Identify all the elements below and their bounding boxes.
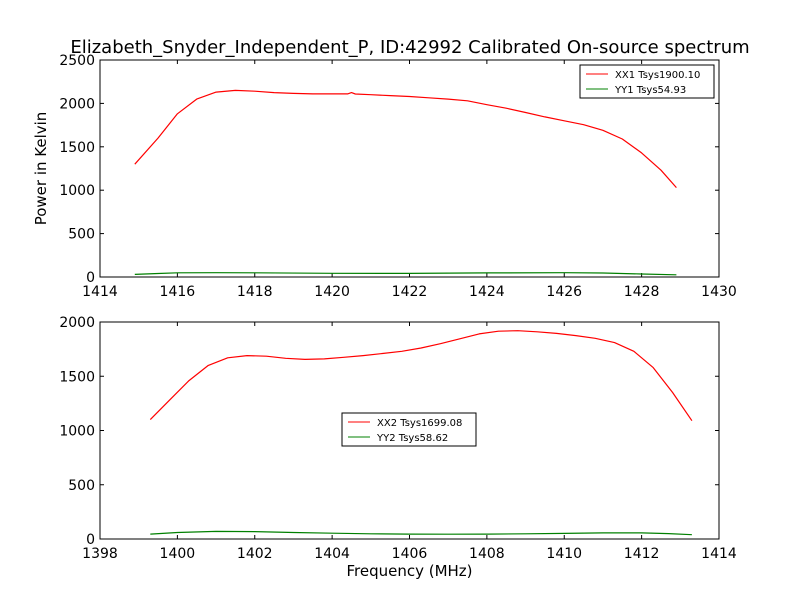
bottom-y-tick-label: 1500 <box>59 369 95 385</box>
bottom-x-tick-label: 1402 <box>237 546 273 562</box>
bottom-x-axis-label: Frequency (MHz) <box>346 562 472 580</box>
top-x-tick-label: 1430 <box>701 284 737 300</box>
bottom-legend-label-yy2: YY2 Tsys58.62 <box>376 433 448 444</box>
top-panel: 1414 1416 1418 1420 1422 1424 1426 1428 1430 0 500… <box>32 53 737 300</box>
top-y-tick-label: 500 <box>68 227 95 243</box>
bottom-panel: 1398 1400 1402 1404 1406 1408 1410 1412 1414 0 500… <box>59 315 737 580</box>
top-legend-label-yy1: YY1 Tsys54.93 <box>614 85 686 96</box>
bottom-y-tick-label: 1000 <box>59 424 95 440</box>
top-series-line-yy <box>134 272 677 276</box>
bottom-x-tick-label: 1406 <box>392 546 428 562</box>
bottom-x-tick-label: 1398 <box>82 546 118 562</box>
top-x-tick-label: 1414 <box>82 284 118 300</box>
bottom-plot-area: 1398 1400 1402 1404 1406 1408 1410 1412 1414 0 500… <box>59 315 737 562</box>
top-legend-box <box>579 64 715 99</box>
bottom-x-tick-label: 1408 <box>469 546 505 562</box>
top-y-tick-label: 0 <box>86 270 95 286</box>
bottom-legend-label-xx2: XX2 Tsys1699.08 <box>377 418 462 429</box>
top-x-tick-label: 1416 <box>160 284 196 300</box>
bottom-y-tick-label: 0 <box>86 532 95 548</box>
top-plot-area: 1414 1416 1418 1420 1422 1424 1426 1428 1430 0 500… <box>59 53 736 300</box>
bottom-series-line-xx <box>149 330 693 422</box>
figure-title: Elizabeth_Snyder_Independent_P, ID:42992… <box>70 37 749 58</box>
top-y-axis-label: Power in Kelvin <box>32 112 50 226</box>
top-x-tick-label: 1422 <box>392 284 428 300</box>
top-x-tick-label: 1424 <box>469 284 505 300</box>
top-series-line-xx <box>134 89 677 188</box>
top-legend-label-xx1: XX1 Tsys1900.10 <box>615 70 700 81</box>
bottom-x-tick-label: 1400 <box>160 546 196 562</box>
bottom-x-tick-label: 1404 <box>314 546 350 562</box>
top-x-tick-label: 1418 <box>237 284 273 300</box>
bottom-legend-box <box>341 412 477 447</box>
bottom-y-tick-label: 500 <box>68 478 95 494</box>
bottom-x-tick-label: 1412 <box>624 546 660 562</box>
top-y-tick-label: 1000 <box>59 183 95 199</box>
top-x-tick-label: 1428 <box>624 284 660 300</box>
top-x-tick-label: 1420 <box>314 284 350 300</box>
bottom-legend: XX2 Tsys1699.08 YY2 Tsys58.62 <box>341 412 477 447</box>
bottom-x-tick-label: 1414 <box>701 546 737 562</box>
top-legend: XX1 Tsys1900.10 YY1 Tsys54.93 <box>579 64 715 99</box>
top-x-tick-label: 1426 <box>546 284 582 300</box>
top-y-tick-label: 1500 <box>59 140 95 156</box>
top-y-tick-label: 2500 <box>59 53 95 69</box>
bottom-series-line-yy <box>150 530 692 536</box>
bottom-x-tick-label: 1410 <box>546 546 582 562</box>
bottom-y-tick-label: 2000 <box>59 315 95 331</box>
top-y-tick-label: 2000 <box>59 96 95 112</box>
